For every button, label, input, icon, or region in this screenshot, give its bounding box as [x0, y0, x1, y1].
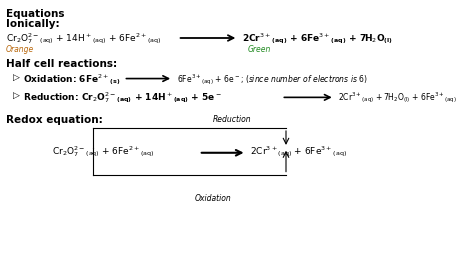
- Text: Green: Green: [247, 45, 271, 54]
- Text: Reduction: Cr$_2$O$_7^{2-}$$_{\mathregular{(aq)}}$ + 14H$^+$$_{\mathregular{(aq): Reduction: Cr$_2$O$_7^{2-}$$_{\mathregul…: [20, 90, 222, 105]
- Text: Ionically:: Ionically:: [6, 19, 60, 29]
- Text: Equations: Equations: [6, 9, 64, 19]
- Text: Half cell reactions:: Half cell reactions:: [6, 59, 117, 69]
- Text: Oxidation: Oxidation: [194, 194, 231, 203]
- Text: 2Cr$^{3+}$$_{\mathregular{(aq)}}$ + 7H$_2$O$_{\mathregular{(l)}}$ + 6Fe$^{3+}$$_: 2Cr$^{3+}$$_{\mathregular{(aq)}}$ + 7H$_…: [338, 90, 457, 105]
- Text: Redox equation:: Redox equation:: [6, 115, 103, 125]
- Text: Oxidation: 6Fe$^{2+}$$_{\mathregular{(s)}}$: Oxidation: 6Fe$^{2+}$$_{\mathregular{(s)…: [20, 73, 120, 88]
- Text: $\triangleright$: $\triangleright$: [12, 73, 21, 83]
- Text: Reduction: Reduction: [212, 115, 251, 124]
- Text: Cr$_2$O$_7^{2-}$$_{\mathregular{(aq)}}$ + 6Fe$^{2+}$$_{\mathregular{(aq)}}$: Cr$_2$O$_7^{2-}$$_{\mathregular{(aq)}}$ …: [52, 145, 155, 159]
- Text: $\triangleright$: $\triangleright$: [12, 90, 21, 101]
- Text: 2Cr$^{3+}$$_{\mathregular{(aq)}}$ + 6Fe$^{3+}$$_{\mathregular{(aq)}}$ + 7H$_2$O$: 2Cr$^{3+}$$_{\mathregular{(aq)}}$ + 6Fe$…: [242, 31, 393, 45]
- Text: 2Cr$^{3+}$$_{\mathregular{(aq)}}$ + 6Fe$^{3+}$$_{\mathregular{(aq)}}$: 2Cr$^{3+}$$_{\mathregular{(aq)}}$ + 6Fe$…: [250, 145, 347, 159]
- Text: 6Fe$^{3+}$$_{\mathregular{(aq)}}$ + 6e$^-$; $\mathit{(since\ number\ of\ electro: 6Fe$^{3+}$$_{\mathregular{(aq)}}$ + 6e$^…: [177, 73, 368, 87]
- Text: Cr$_2$O$_7^{2-}$$_{\mathregular{(aq)}}$ + 14H$^+$$_{\mathregular{(aq)}}$ + 6Fe$^: Cr$_2$O$_7^{2-}$$_{\mathregular{(aq)}}$ …: [6, 31, 162, 45]
- Text: Orange: Orange: [6, 45, 34, 54]
